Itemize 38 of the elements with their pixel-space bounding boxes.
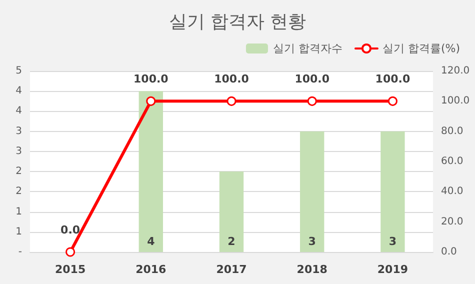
x-tick-label: 2019 [377,263,408,276]
y-tick-label: 5 [16,66,22,76]
data-label: 4 [147,235,156,248]
y2-tick-label: 40.0 [441,186,464,198]
y-tick-label: 1 [16,226,22,238]
y2-tick-label: 0.0 [441,246,457,258]
bar [219,172,244,252]
y2-tick-label: 60.0 [441,156,464,167]
bar [138,91,163,252]
y-tick-label: 1 [16,206,22,218]
y-tick-label: 3 [16,126,22,137]
data-label: 2 [228,235,236,248]
legend-label: 실기 합격률(%) [382,42,460,55]
x-tick-label: 2015 [54,263,86,276]
y2-tick-label: 120.0 [441,66,470,76]
data-label: 0.0 [60,223,80,236]
data-label: 100.0 [294,72,330,86]
chart-title: 실기 합격자 현황 [168,12,306,32]
bar [300,131,324,252]
y-tick-label: 3 [16,146,22,157]
y2-tick-label: 100.0 [441,96,470,107]
data-label: 3 [388,235,397,248]
x-tick-label: 2018 [296,263,328,276]
y-tick-label: 4 [16,86,22,97]
bar [380,131,405,252]
y-tick-label: 4 [16,106,22,117]
legend-label: 실기 합격자수 [272,42,342,55]
data-label: 100.0 [214,72,250,86]
y-tick-label: - [18,246,22,258]
data-label: 100.0 [375,72,410,86]
data-label: 100.0 [134,72,169,86]
x-tick-label: 2017 [216,263,247,276]
x-tick-label: 2016 [136,263,167,276]
y2-tick-label: 80.0 [441,126,464,137]
y-tick-label: 2 [16,166,22,178]
y-tick-label: 2 [16,186,22,198]
y2-tick-label: 20.0 [441,216,464,228]
data-label: 3 [308,235,316,248]
